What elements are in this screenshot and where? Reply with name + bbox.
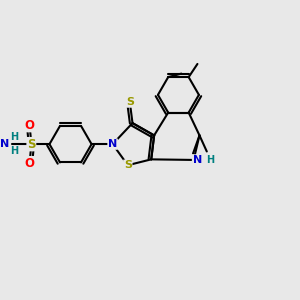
Text: O: O — [25, 157, 35, 170]
Text: S: S — [126, 97, 134, 107]
Text: S: S — [27, 138, 36, 151]
Text: S: S — [124, 160, 132, 170]
Text: N: N — [108, 139, 117, 149]
Text: H: H — [10, 132, 18, 142]
Text: H: H — [10, 146, 18, 157]
Text: H: H — [206, 155, 214, 165]
Text: N: N — [0, 139, 10, 149]
Text: O: O — [25, 118, 35, 132]
Text: N: N — [193, 155, 202, 165]
